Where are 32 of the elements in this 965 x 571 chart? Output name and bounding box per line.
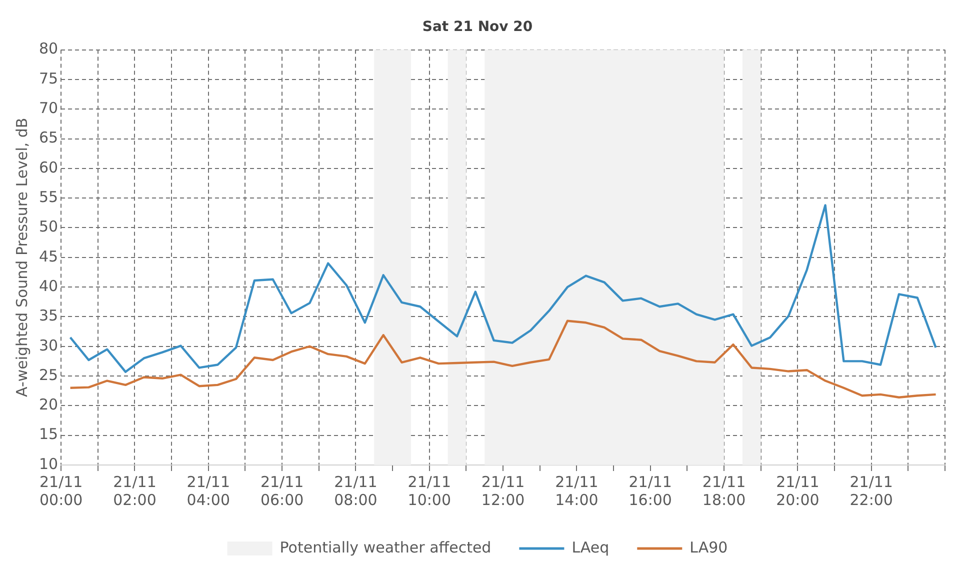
- y-tick-label: 75: [38, 69, 58, 88]
- y-tick-label: 40: [38, 276, 58, 295]
- y-tick-label: 55: [38, 188, 58, 206]
- x-tick-label: 21/11 20:00: [776, 472, 820, 509]
- x-tick-label: 21/11 02:00: [113, 472, 156, 509]
- y-tick-label: 50: [38, 218, 58, 236]
- legend-label: LA90: [690, 538, 728, 556]
- legend-label: Potentially weather affected: [280, 538, 492, 556]
- y-tick-label: 20: [38, 396, 58, 414]
- y-tick-label: 25: [38, 366, 58, 384]
- y-tick-label: 45: [38, 247, 58, 266]
- y-tick-label: 65: [38, 128, 58, 147]
- x-tick-label: 21/11 04:00: [186, 472, 230, 509]
- y-tick-label: 30: [38, 336, 58, 354]
- chart-title: Sat 21 Nov 20: [422, 19, 533, 36]
- x-tick-label: 21/11 12:00: [481, 472, 525, 509]
- x-tick-label: 21/11 22:00: [850, 472, 893, 509]
- x-tick-label: 21/11 06:00: [260, 472, 304, 509]
- y-tick-label: 80: [38, 40, 58, 58]
- legend-label: LAeq: [572, 538, 610, 556]
- x-tick-label: 21/11 18:00: [702, 472, 746, 509]
- x-tick-label: 21/11 10:00: [408, 472, 451, 509]
- x-tick-label: 21/11 00:00: [39, 472, 83, 509]
- x-tick-label: 21/11 14:00: [555, 472, 598, 509]
- y-tick-label: 35: [38, 306, 58, 325]
- x-tick-label: 21/11 16:00: [628, 472, 672, 509]
- y-tick-label: 60: [38, 158, 58, 176]
- y-tick-label: 15: [38, 425, 58, 444]
- y-tick-label: 10: [38, 454, 58, 473]
- x-tick-label: 21/11 08:00: [334, 472, 378, 509]
- y-axis-title: A-weighted Sound Pressure Level, dB: [12, 118, 31, 397]
- y-tick-label: 70: [38, 99, 58, 118]
